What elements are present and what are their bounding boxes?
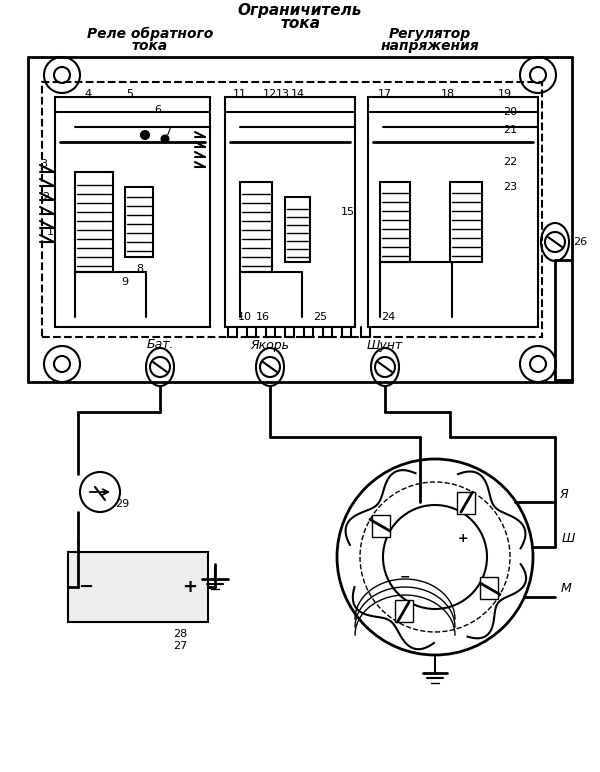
Text: 25: 25 <box>313 312 327 322</box>
Text: 16: 16 <box>256 312 270 322</box>
Text: Ш: Ш <box>562 533 575 546</box>
Bar <box>125 187 153 257</box>
Text: 4: 4 <box>85 89 92 99</box>
Text: Бат.: Бат. <box>146 338 174 351</box>
Bar <box>368 97 538 327</box>
Text: 10: 10 <box>238 312 252 322</box>
Text: 21: 21 <box>503 125 517 135</box>
Text: тока: тока <box>132 39 168 53</box>
Bar <box>285 197 310 262</box>
Text: Регулятор: Регулятор <box>389 27 471 41</box>
Text: 20: 20 <box>503 107 517 117</box>
Text: Якорь: Якорь <box>251 338 290 351</box>
Bar <box>225 97 355 327</box>
Text: 14: 14 <box>291 89 305 99</box>
Circle shape <box>161 136 169 143</box>
Text: 8: 8 <box>136 264 143 274</box>
Text: 3: 3 <box>41 159 47 169</box>
Bar <box>373 515 391 537</box>
Text: −: − <box>400 571 410 584</box>
Text: 6: 6 <box>155 105 161 115</box>
Text: Реле обратного: Реле обратного <box>87 27 213 41</box>
Text: 11: 11 <box>233 89 247 99</box>
Bar <box>395 600 413 621</box>
Bar <box>457 493 475 514</box>
Text: +: + <box>458 533 469 546</box>
Text: 29: 29 <box>115 499 129 509</box>
Text: напряжения: напряжения <box>380 39 479 53</box>
Text: 24: 24 <box>381 312 395 322</box>
Bar <box>75 172 113 272</box>
Bar <box>450 182 482 262</box>
Text: 12: 12 <box>263 89 277 99</box>
Text: 26: 26 <box>573 237 587 247</box>
Text: 22: 22 <box>503 157 517 167</box>
Bar <box>479 577 497 599</box>
Text: тока: тока <box>280 15 320 31</box>
Text: Я: Я <box>559 487 568 500</box>
Bar <box>55 97 210 327</box>
Text: −: − <box>79 578 94 596</box>
Circle shape <box>141 131 149 139</box>
Text: 1: 1 <box>47 227 53 237</box>
Text: 19: 19 <box>498 89 512 99</box>
Text: +: + <box>182 578 197 596</box>
Text: 5: 5 <box>127 89 133 99</box>
Text: 18: 18 <box>441 89 455 99</box>
Bar <box>68 552 208 622</box>
Text: 15: 15 <box>341 207 355 217</box>
Text: 28: 28 <box>173 629 187 639</box>
Text: Ограничитель: Ограничитель <box>238 2 362 18</box>
Text: Шунт: Шунт <box>367 338 403 351</box>
Bar <box>380 182 410 262</box>
Text: 13: 13 <box>276 89 290 99</box>
Text: 7: 7 <box>164 127 172 137</box>
Text: 2: 2 <box>43 192 50 202</box>
Text: 17: 17 <box>378 89 392 99</box>
Text: 27: 27 <box>173 641 187 651</box>
Bar <box>42 82 542 337</box>
Text: 9: 9 <box>121 277 128 287</box>
Text: М: М <box>560 583 571 595</box>
Text: 23: 23 <box>503 182 517 192</box>
Bar <box>240 182 272 272</box>
